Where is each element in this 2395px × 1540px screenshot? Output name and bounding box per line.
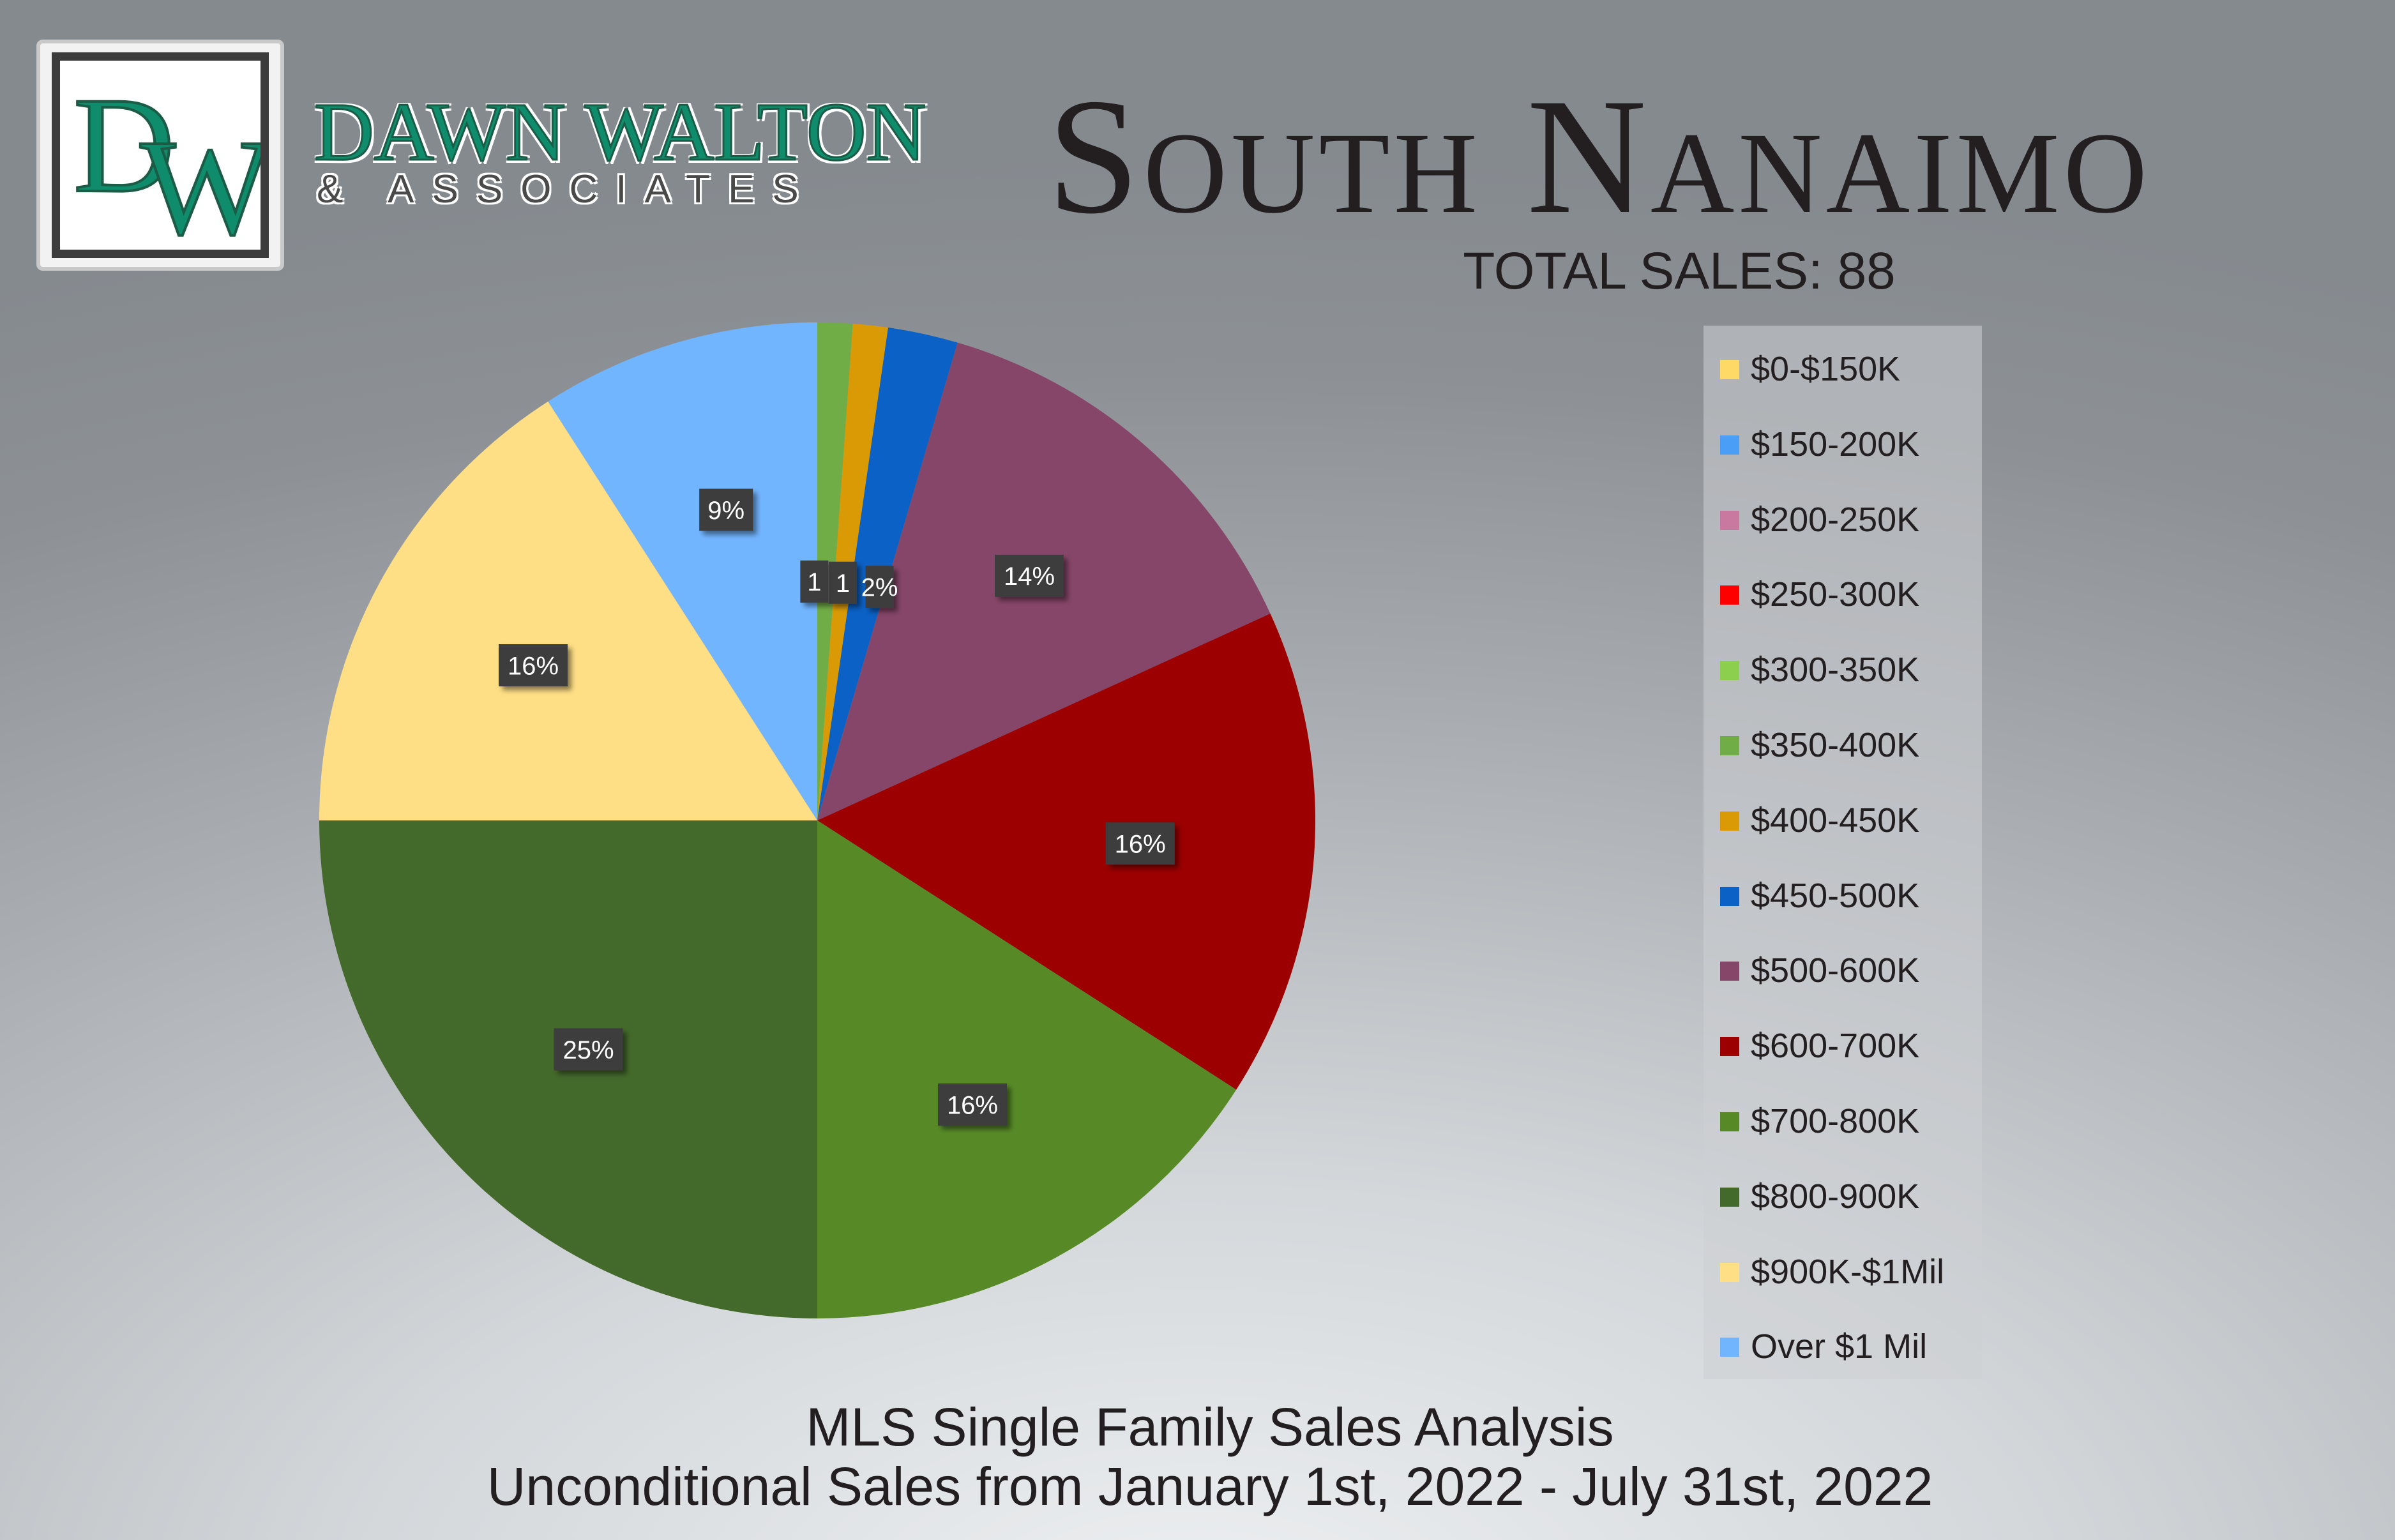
pie-slice-900k-1mil [319, 401, 817, 820]
legend-label: $300-350K [1751, 651, 1920, 690]
legend-label: $350-400K [1751, 726, 1920, 764]
legend-label: $700-800K [1751, 1102, 1920, 1140]
legend-swatch [1720, 736, 1739, 755]
legend-label: $900K-$1Mil [1751, 1252, 1945, 1291]
brand-name: DAWN WALTON [314, 86, 928, 179]
legend-swatch [1720, 962, 1739, 981]
legend-item-300-350k: $300-350K [1720, 644, 1988, 695]
legend-label: Over $1 Mil [1751, 1327, 1928, 1366]
data-label-700-800k: 16% [937, 1083, 1007, 1126]
footer-heading: MLS Single Family Sales Analysis [806, 1397, 1614, 1457]
legend-label: $200-250K [1751, 500, 1920, 539]
data-label-box [829, 561, 858, 604]
pie-slice-over-1-mil [548, 322, 817, 820]
legend-item-900k-1mil: $900K-$1Mil [1720, 1246, 1988, 1297]
legend-swatch [1720, 1037, 1739, 1057]
legend-swatch [1720, 1262, 1739, 1282]
legend-label: $0-$150K [1751, 350, 1901, 388]
data-label-box [865, 566, 894, 608]
monogram-letter-w: W [140, 112, 261, 250]
legend-swatch [1720, 1338, 1739, 1357]
data-label-box [1105, 822, 1175, 865]
data-label-text: 14% [1004, 562, 1055, 591]
legend-item-450-500k: $450-500K [1720, 870, 1988, 921]
legend-item-800-900k: $800-900K [1720, 1171, 1988, 1222]
pie-slice-700-800k [817, 820, 1237, 1318]
data-label-400-450k: 1 [829, 561, 858, 604]
monogram-letter-d: D [73, 70, 175, 221]
legend-item-150-200k: $150-200K [1720, 419, 1988, 470]
data-label-text: 1 [836, 570, 850, 598]
legend-swatch [1720, 1187, 1739, 1207]
data-label-text: 16% [508, 652, 559, 680]
data-label-500-600k: 14% [995, 554, 1064, 597]
data-label-text: 16% [1115, 831, 1166, 859]
data-label-text: 2% [861, 574, 898, 602]
legend-label: $400-450K [1751, 801, 1920, 840]
legend-label: $600-700K [1751, 1027, 1920, 1066]
data-label-800-900k: 25% [554, 1028, 623, 1071]
data-label-box [995, 554, 1064, 597]
data-label-text: 9% [707, 497, 744, 525]
legend-item-350-400k: $350-400K [1720, 720, 1988, 771]
legend-swatch [1720, 585, 1739, 605]
data-label-box [800, 560, 829, 603]
legend-item-600-700k: $600-700K [1720, 1020, 1988, 1071]
legend-label: $450-500K [1751, 876, 1920, 915]
legend-label: $250-300K [1751, 575, 1920, 614]
legend-item-200-250k: $200-250K [1720, 494, 1988, 545]
legend-swatch [1720, 661, 1739, 681]
brand-subtitle: & ASSOCIATES [317, 167, 817, 211]
legend-swatch [1720, 1112, 1739, 1131]
data-label-900k-1mil: 16% [499, 644, 568, 687]
data-label-box [699, 488, 753, 531]
legend-item-250-300k: $250-300K [1720, 569, 1988, 620]
legend-swatch [1720, 510, 1739, 530]
logo-badge: D W [36, 40, 284, 271]
legend-item-700-800k: $700-800K [1720, 1096, 1988, 1147]
legend-label: $800-900K [1751, 1177, 1920, 1216]
footer-date-range: Unconditional Sales from January 1st, 20… [487, 1456, 1933, 1516]
data-label-box [554, 1028, 623, 1071]
logo-monogram-frame: D W [52, 52, 269, 258]
data-label-over-1-mil: 9% [699, 488, 753, 531]
chart-legend: $0-$150K $150-200K $200-250K $250-300K $300-… [1704, 326, 1982, 1379]
dw-monogram-logo: D W [72, 68, 261, 250]
legend-swatch [1720, 811, 1739, 831]
legend-swatch [1720, 435, 1739, 455]
legend-swatch [1720, 360, 1739, 379]
data-label-text: 25% [563, 1036, 614, 1064]
legend-label: $150-200K [1751, 425, 1920, 464]
legend-item-0-150k: $0-$150K [1720, 343, 1988, 395]
legend-item-over-1-mil: Over $1 Mil [1720, 1321, 1988, 1372]
legend-swatch [1720, 886, 1739, 906]
legend-label: $500-600K [1751, 951, 1920, 990]
pie-slice-600-700k [817, 613, 1315, 1090]
data-label-text: 1 [807, 568, 821, 596]
legend-item-400-450k: $400-450K [1720, 795, 1988, 846]
data-label-box [937, 1083, 1007, 1126]
data-label-text: 16% [947, 1091, 998, 1119]
data-label-350-400k: 1 [800, 560, 829, 603]
data-label-450-500k: 2% [861, 566, 898, 608]
data-label-600-700k: 16% [1105, 822, 1175, 865]
page-title: South Nanaimo [1047, 64, 2152, 248]
legend-item-500-600k: $500-600K [1720, 945, 1988, 996]
total-sales-label: TOTAL SALES: 88 [1463, 242, 1896, 300]
data-label-box [499, 644, 568, 687]
